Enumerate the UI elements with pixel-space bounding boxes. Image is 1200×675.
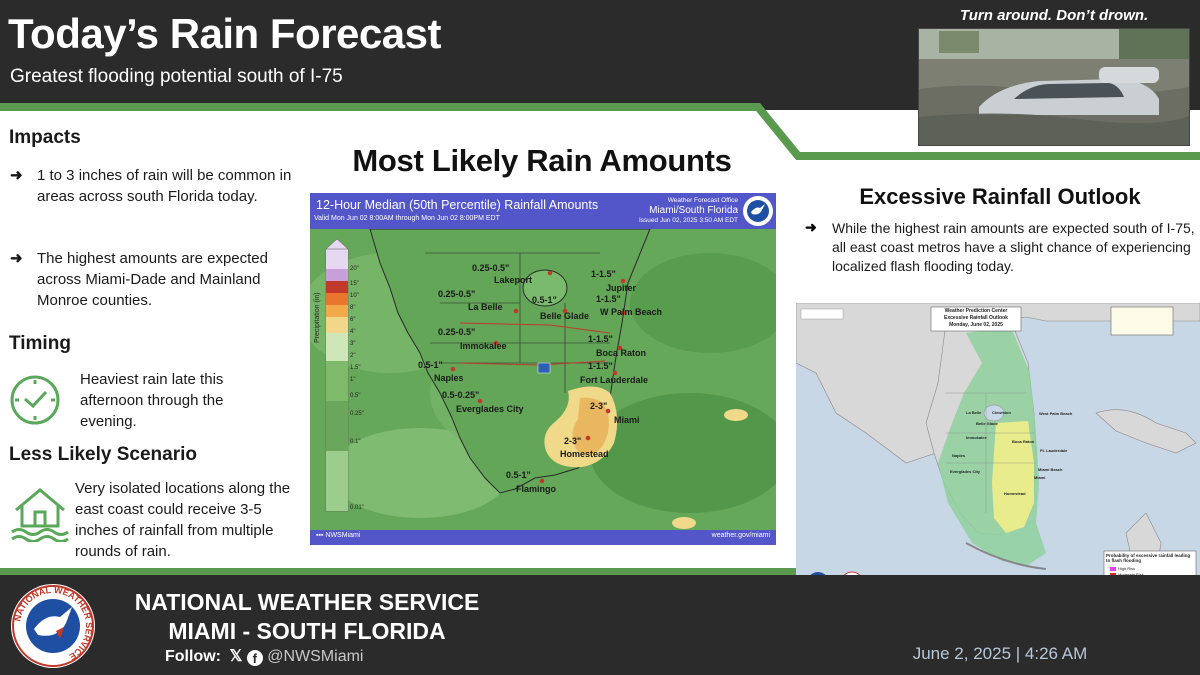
flooded-house-icon	[11, 488, 69, 542]
arrow-right-icon: ➜	[10, 167, 23, 184]
nws-logo-small-icon	[743, 196, 773, 226]
social-handle-small: ▪▪▪ NWSMiami	[316, 532, 361, 539]
rainfall-map-footer: ▪▪▪ NWSMiami weather.gov/miami	[310, 530, 776, 545]
nws-url: weather.gov/miami	[711, 532, 770, 539]
ero-legend-title: Probability of excessive rainfall leadin…	[1106, 553, 1191, 563]
scenario-text: Very isolated locations along the east c…	[75, 480, 291, 560]
rainfall-map-header: 12-Hour Median (50th Percentile) Rainfal…	[310, 193, 776, 229]
excessive-rainfall-map: Weather Prediction Center Excessive Rain…	[796, 303, 1200, 601]
wfo-label: Weather Forecast Office Miami/South Flor…	[638, 197, 738, 224]
x-logo-icon[interactable]: 𝕏	[229, 648, 243, 665]
arrow-right-icon: ➜	[805, 219, 817, 235]
page-title: Today’s Rain Forecast	[8, 10, 441, 57]
page-subtitle: Greatest flooding potential south of I-7…	[10, 66, 343, 87]
outlook-title: Excessive Rainfall Outlook	[859, 184, 1141, 209]
timing-text: Heaviest rain late this afternoon throug…	[80, 371, 224, 430]
follow-line: Follow: 𝕏 f @NWSMiami	[165, 648, 364, 666]
footer-band	[0, 575, 1200, 675]
nws-seal-logo: NATIONAL WEATHER SERVICE	[11, 584, 95, 668]
outlook-text: While the highest rain amounts are expec…	[832, 220, 1195, 274]
timing-heading: Timing	[9, 333, 71, 354]
social-handle[interactable]: @NWSMiami	[267, 648, 364, 665]
clock-icon	[10, 375, 60, 425]
center-title: Most Likely Rain Amounts	[352, 143, 732, 178]
arrow-right-icon: ➜	[10, 250, 23, 267]
impacts-heading: Impacts	[9, 127, 81, 148]
flooded-car-photo	[918, 28, 1190, 146]
issue-date: June 2, 2025 | 4:26 AM	[912, 644, 1088, 663]
rainfall-map-valid-time: Valid Mon Jun 02 8:00AM through Mon Jun …	[314, 215, 500, 222]
wpc-header: Weather Prediction Center Excessive Rain…	[944, 308, 1008, 328]
nws-office-name: NATIONAL WEATHER SERVICE MIAMI - SOUTH F…	[134, 589, 480, 644]
scenario-heading: Less Likely Scenario	[9, 444, 197, 465]
photo-caption: Turn around. Don’t drown.	[959, 7, 1149, 24]
facebook-icon[interactable]: f	[246, 650, 263, 666]
rainfall-map-title: 12-Hour Median (50th Percentile) Rainfal…	[316, 198, 599, 212]
rainfall-amounts-map: 12-Hour Median (50th Percentile) Rainfal…	[310, 193, 776, 545]
